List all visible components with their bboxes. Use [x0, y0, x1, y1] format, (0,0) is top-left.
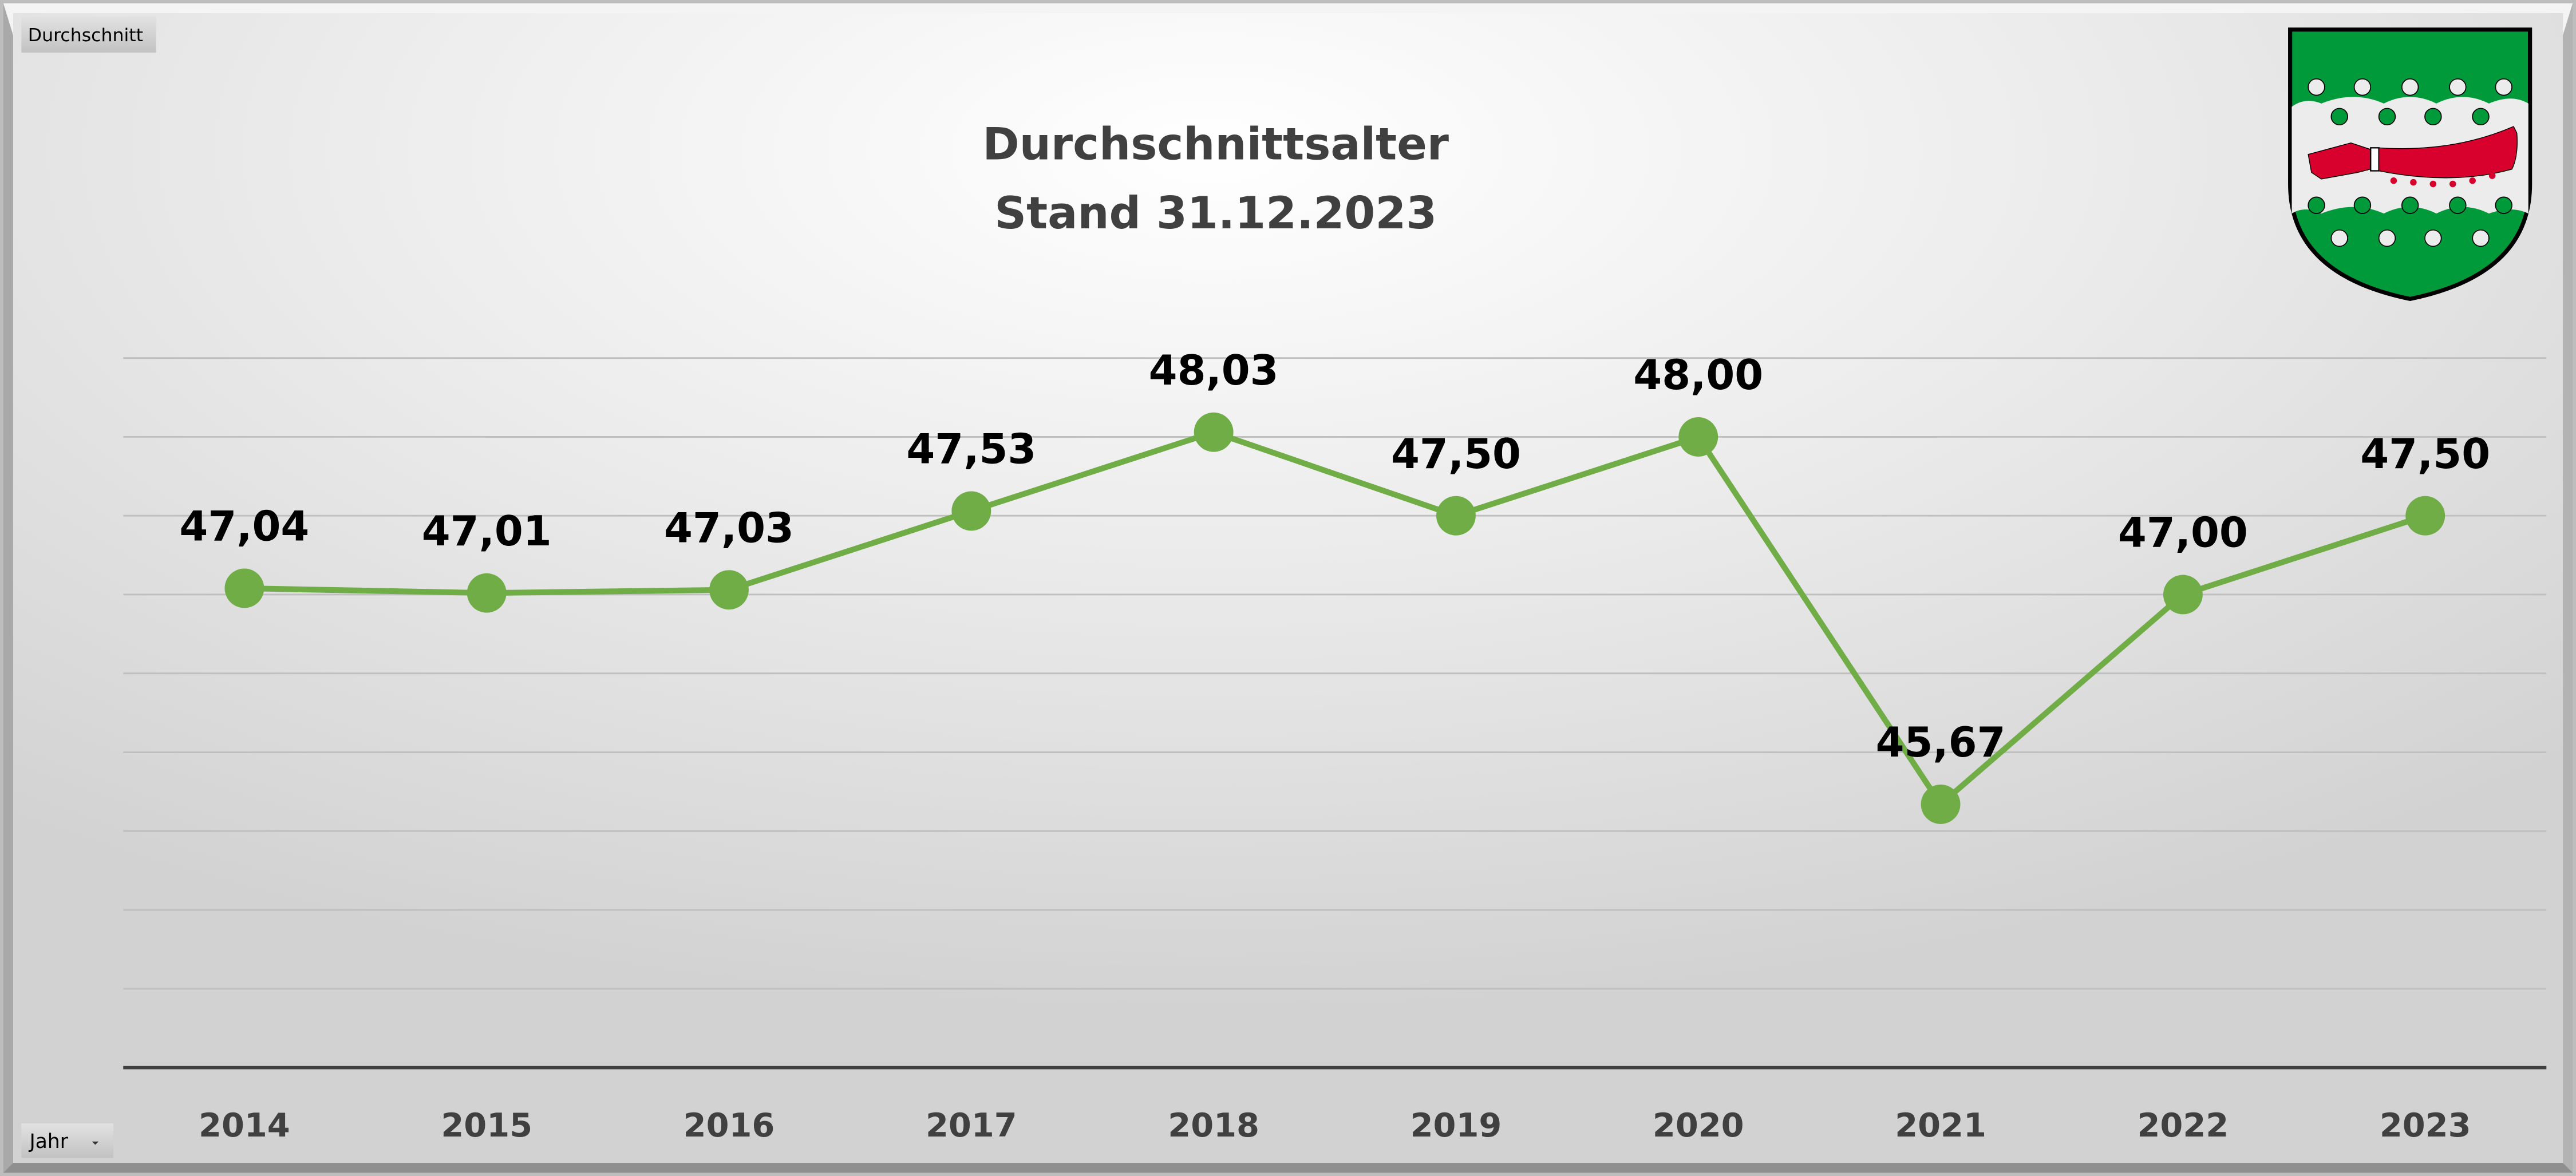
data-point — [2163, 575, 2203, 615]
axis-field-label: Jahr — [29, 1130, 69, 1153]
x-tick-label: 2016 — [683, 1106, 775, 1145]
x-tick-label: 2018 — [1168, 1106, 1259, 1145]
axis-field-button[interactable]: Jahr — [21, 1123, 114, 1158]
data-label: 47,53 — [906, 425, 1036, 473]
x-axis-tick-labels: 2014 2015 2016 2017 2018 2019 2020 2021 2022 2023 — [199, 1106, 2471, 1145]
x-tick-label: 2020 — [1653, 1106, 1744, 1145]
data-point — [1921, 784, 1961, 824]
data-labels: 47,04 47,01 47,03 47,53 48,03 47,50 48,00 45,67… — [179, 346, 2490, 766]
data-point — [951, 491, 991, 531]
data-point — [1436, 496, 1476, 536]
data-point — [1194, 412, 1234, 452]
x-tick-label: 2023 — [2380, 1106, 2471, 1145]
series-line — [244, 429, 2427, 809]
data-label: 47,00 — [2118, 509, 2248, 557]
chart-title: Durchschnittsalter — [982, 118, 1449, 170]
data-label: 47,01 — [422, 507, 552, 555]
series-durchschnitt — [224, 412, 2445, 824]
value-field-button[interactable]: Durchschnitt — [21, 16, 156, 53]
data-label: 47,04 — [179, 502, 309, 551]
data-point — [2405, 496, 2445, 536]
chart-subtitle: Stand 31.12.2023 — [994, 188, 1437, 239]
plot-background — [13, 13, 2563, 1163]
data-point — [709, 570, 749, 610]
dropdown-arrow-icon[interactable] — [92, 1141, 99, 1145]
data-point — [467, 573, 507, 613]
data-point — [224, 568, 264, 608]
x-tick-label: 2019 — [1411, 1106, 1502, 1145]
x-tick-label: 2014 — [199, 1106, 290, 1145]
coat-of-arms-logo — [2288, 27, 2532, 302]
data-label: 47,50 — [2360, 430, 2490, 478]
gridlines — [123, 357, 2547, 1070]
x-tick-label: 2017 — [926, 1106, 1017, 1145]
x-tick-label: 2022 — [2138, 1106, 2229, 1145]
data-label: 48,00 — [1633, 351, 1763, 399]
data-label: 48,03 — [1149, 346, 1279, 394]
data-label: 47,50 — [1391, 430, 1521, 478]
data-point — [1678, 417, 1718, 457]
x-tick-label: 2021 — [1895, 1106, 1986, 1145]
x-tick-label: 2015 — [441, 1106, 532, 1145]
data-label: 47,03 — [664, 504, 794, 552]
value-field-label: Durchschnitt — [28, 25, 143, 46]
data-label: 45,67 — [1876, 718, 2006, 766]
